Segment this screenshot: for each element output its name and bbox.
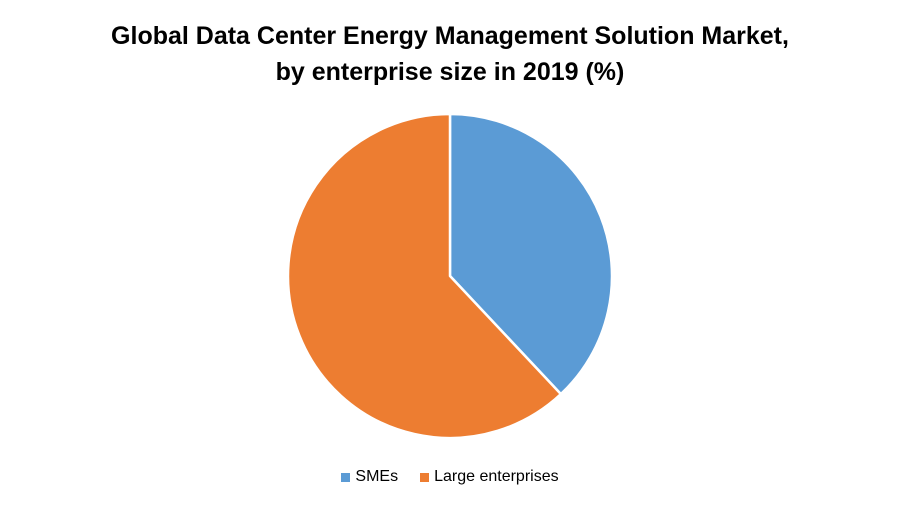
legend-label-smes: SMEs bbox=[355, 468, 399, 485]
legend-item-large-enterprises: Large enterprises bbox=[420, 468, 559, 486]
legend-swatch-smes bbox=[341, 472, 351, 482]
pie-slice-large-enterprises bbox=[286, 112, 563, 440]
legend-item-smes: SMEs bbox=[341, 468, 398, 486]
legend-label-large-enterprises: Large enterprises bbox=[434, 468, 559, 485]
chart-title-line-2: by enterprise size in 2019 (%) bbox=[275, 58, 625, 86]
pie-slice-smes bbox=[448, 112, 614, 396]
chart-title-line-1: Global Data Center Energy Management Sol… bbox=[111, 22, 789, 50]
legend-swatch-large-enterprises bbox=[420, 472, 430, 482]
chart-legend: SMEs Large enterprises bbox=[0, 468, 900, 486]
chart-title: Global Data Center Energy Management Sol… bbox=[0, 18, 900, 90]
